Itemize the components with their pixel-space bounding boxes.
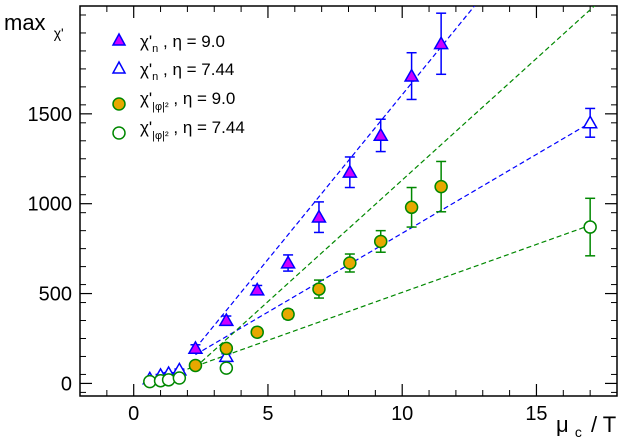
x-axis-title-mu: μ [556, 412, 569, 437]
data-point-series-3 [219, 361, 234, 375]
y-tick-label: 500 [39, 284, 72, 306]
fit-line-series-0 [194, 6, 476, 349]
legend-entry-3: χ'|φ|² , η = 7.44 [112, 118, 245, 142]
fit-line-series-2 [195, 6, 596, 368]
data-point-series-3 [172, 371, 187, 385]
legend-entry-1: χ'n , η = 7.44 [111, 60, 234, 83]
legend-label-3: χ'|φ|² , η = 7.44 [140, 118, 245, 142]
legend-marker-3 [112, 126, 126, 140]
data-point-series-2 [250, 325, 264, 339]
data-point-series-2 [404, 200, 419, 215]
legend-marker-1 [111, 60, 127, 74]
y-axis-title-symbol: χ' [54, 25, 64, 41]
axis-ticks: 0 5 10 15 0 500 1000 1500 [28, 6, 618, 425]
legend: χ'n , η = 9.0 χ'n , η = 7.44 χ'|φ|² , η … [111, 32, 245, 142]
data-point-series-2 [434, 179, 448, 194]
data-point-series-0 [372, 127, 389, 142]
data-point-series-0 [311, 209, 327, 223]
data-point-series-1 [218, 348, 235, 363]
data-point-series-3 [583, 220, 597, 234]
data-point-series-2 [373, 234, 388, 249]
legend-marker-2 [112, 97, 126, 111]
data-point-series-2 [281, 307, 295, 321]
data-point-series-0 [403, 68, 420, 82]
data-marks [142, 12, 598, 389]
legend-marker-0 [111, 32, 127, 46]
legend-label-2: χ'|φ|² , η = 9.0 [140, 89, 235, 113]
data-point-series-2 [188, 358, 203, 373]
data-point-series-2 [343, 256, 357, 270]
y-axis-title: max χ' [4, 10, 64, 41]
data-point-series-0 [280, 254, 296, 269]
fit-line-series-1 [195, 122, 591, 356]
x-tick-label: 10 [391, 403, 413, 425]
y-tick-label: 0 [61, 373, 72, 395]
x-axis-title-rest: / T [591, 412, 616, 437]
fit-lines [149, 6, 596, 384]
x-tick-label: 5 [262, 403, 273, 425]
data-point-series-0 [218, 312, 235, 327]
y-tick-label: 1500 [28, 104, 73, 126]
data-point-series-2 [219, 341, 234, 356]
legend-entry-0: χ'n , η = 9.0 [111, 32, 225, 55]
data-point-series-3 [161, 373, 176, 387]
x-tick-label: 0 [128, 403, 139, 425]
data-point-series-0 [249, 281, 266, 296]
legend-label-0: χ'n , η = 9.0 [140, 32, 225, 55]
x-axis-title: μ c / T [556, 412, 616, 442]
y-tick-label: 1000 [28, 194, 73, 216]
data-point-series-1 [582, 114, 598, 129]
x-tick-label: 15 [525, 403, 547, 425]
data-point-series-2 [312, 282, 326, 296]
fit-line-series-3 [149, 224, 591, 384]
legend-entry-2: χ'|φ|² , η = 9.0 [112, 89, 235, 113]
legend-label-1: χ'n , η = 7.44 [140, 60, 234, 83]
data-point-series-0 [187, 340, 204, 354]
data-point-series-0 [342, 164, 358, 178]
data-point-series-0 [433, 35, 449, 50]
y-axis-title-main: max [4, 10, 46, 35]
x-axis-title-sub: c [575, 424, 582, 440]
